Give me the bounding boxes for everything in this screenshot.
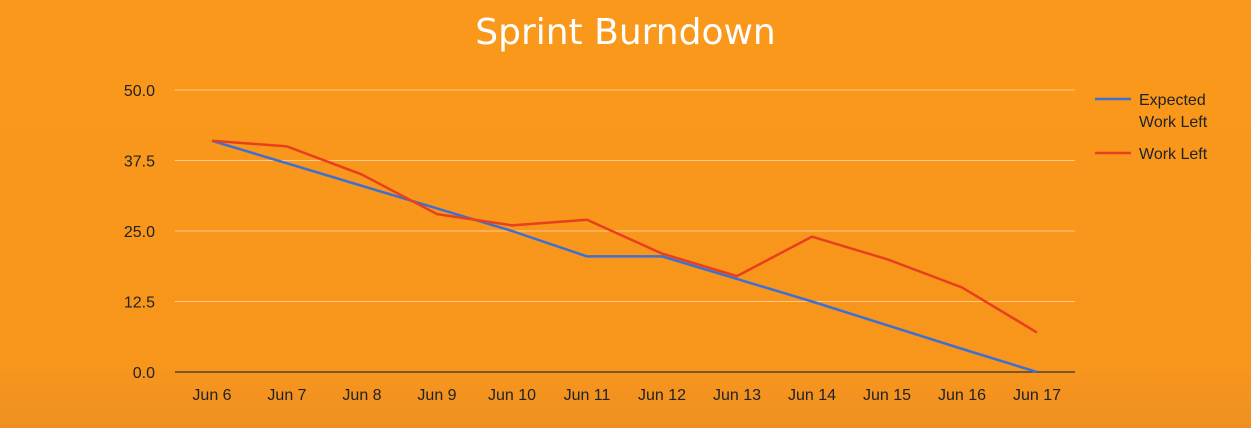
y-tick-label: 25.0 bbox=[124, 224, 155, 241]
x-tick-label: Jun 17 bbox=[1013, 387, 1061, 404]
x-tick-label: Jun 10 bbox=[488, 387, 536, 404]
legend-label: Work Left bbox=[1139, 146, 1208, 163]
x-tick-label: Jun 6 bbox=[192, 387, 231, 404]
x-tick-label: Jun 12 bbox=[638, 387, 686, 404]
y-tick-label: 0.0 bbox=[133, 365, 155, 382]
x-tick-label: Jun 9 bbox=[417, 387, 456, 404]
x-tick-label: Jun 15 bbox=[863, 387, 911, 404]
legend: Expected Work Left Work Left bbox=[1095, 92, 1208, 163]
y-tick-label: 37.5 bbox=[124, 154, 155, 171]
legend-label: Expected Work Left bbox=[1139, 92, 1208, 131]
gridlines bbox=[175, 89, 1075, 373]
x-tick-label: Jun 16 bbox=[938, 387, 986, 404]
x-tick-label: Jun 14 bbox=[788, 387, 836, 404]
x-tick-label: Jun 13 bbox=[713, 387, 761, 404]
x-tick-label: Jun 11 bbox=[564, 387, 611, 404]
x-tick-label: Jun 7 bbox=[267, 387, 306, 404]
chart-title: Sprint Burndown bbox=[475, 12, 776, 53]
x-axis-ticks: Jun 6 Jun 7 Jun 8 Jun 9 Jun 10 Jun 11 Jun 12 Ju… bbox=[192, 387, 1061, 404]
series-line-work-left bbox=[211, 139, 1038, 334]
series-lines bbox=[211, 139, 1038, 374]
series-line-expected-work-left bbox=[211, 139, 1038, 374]
y-tick-label: 12.5 bbox=[124, 295, 155, 312]
y-axis-ticks: 0.0 12.5 25.0 37.5 50.0 bbox=[124, 83, 155, 382]
y-tick-label: 50.0 bbox=[124, 83, 155, 100]
x-tick-label: Jun 8 bbox=[342, 387, 381, 404]
